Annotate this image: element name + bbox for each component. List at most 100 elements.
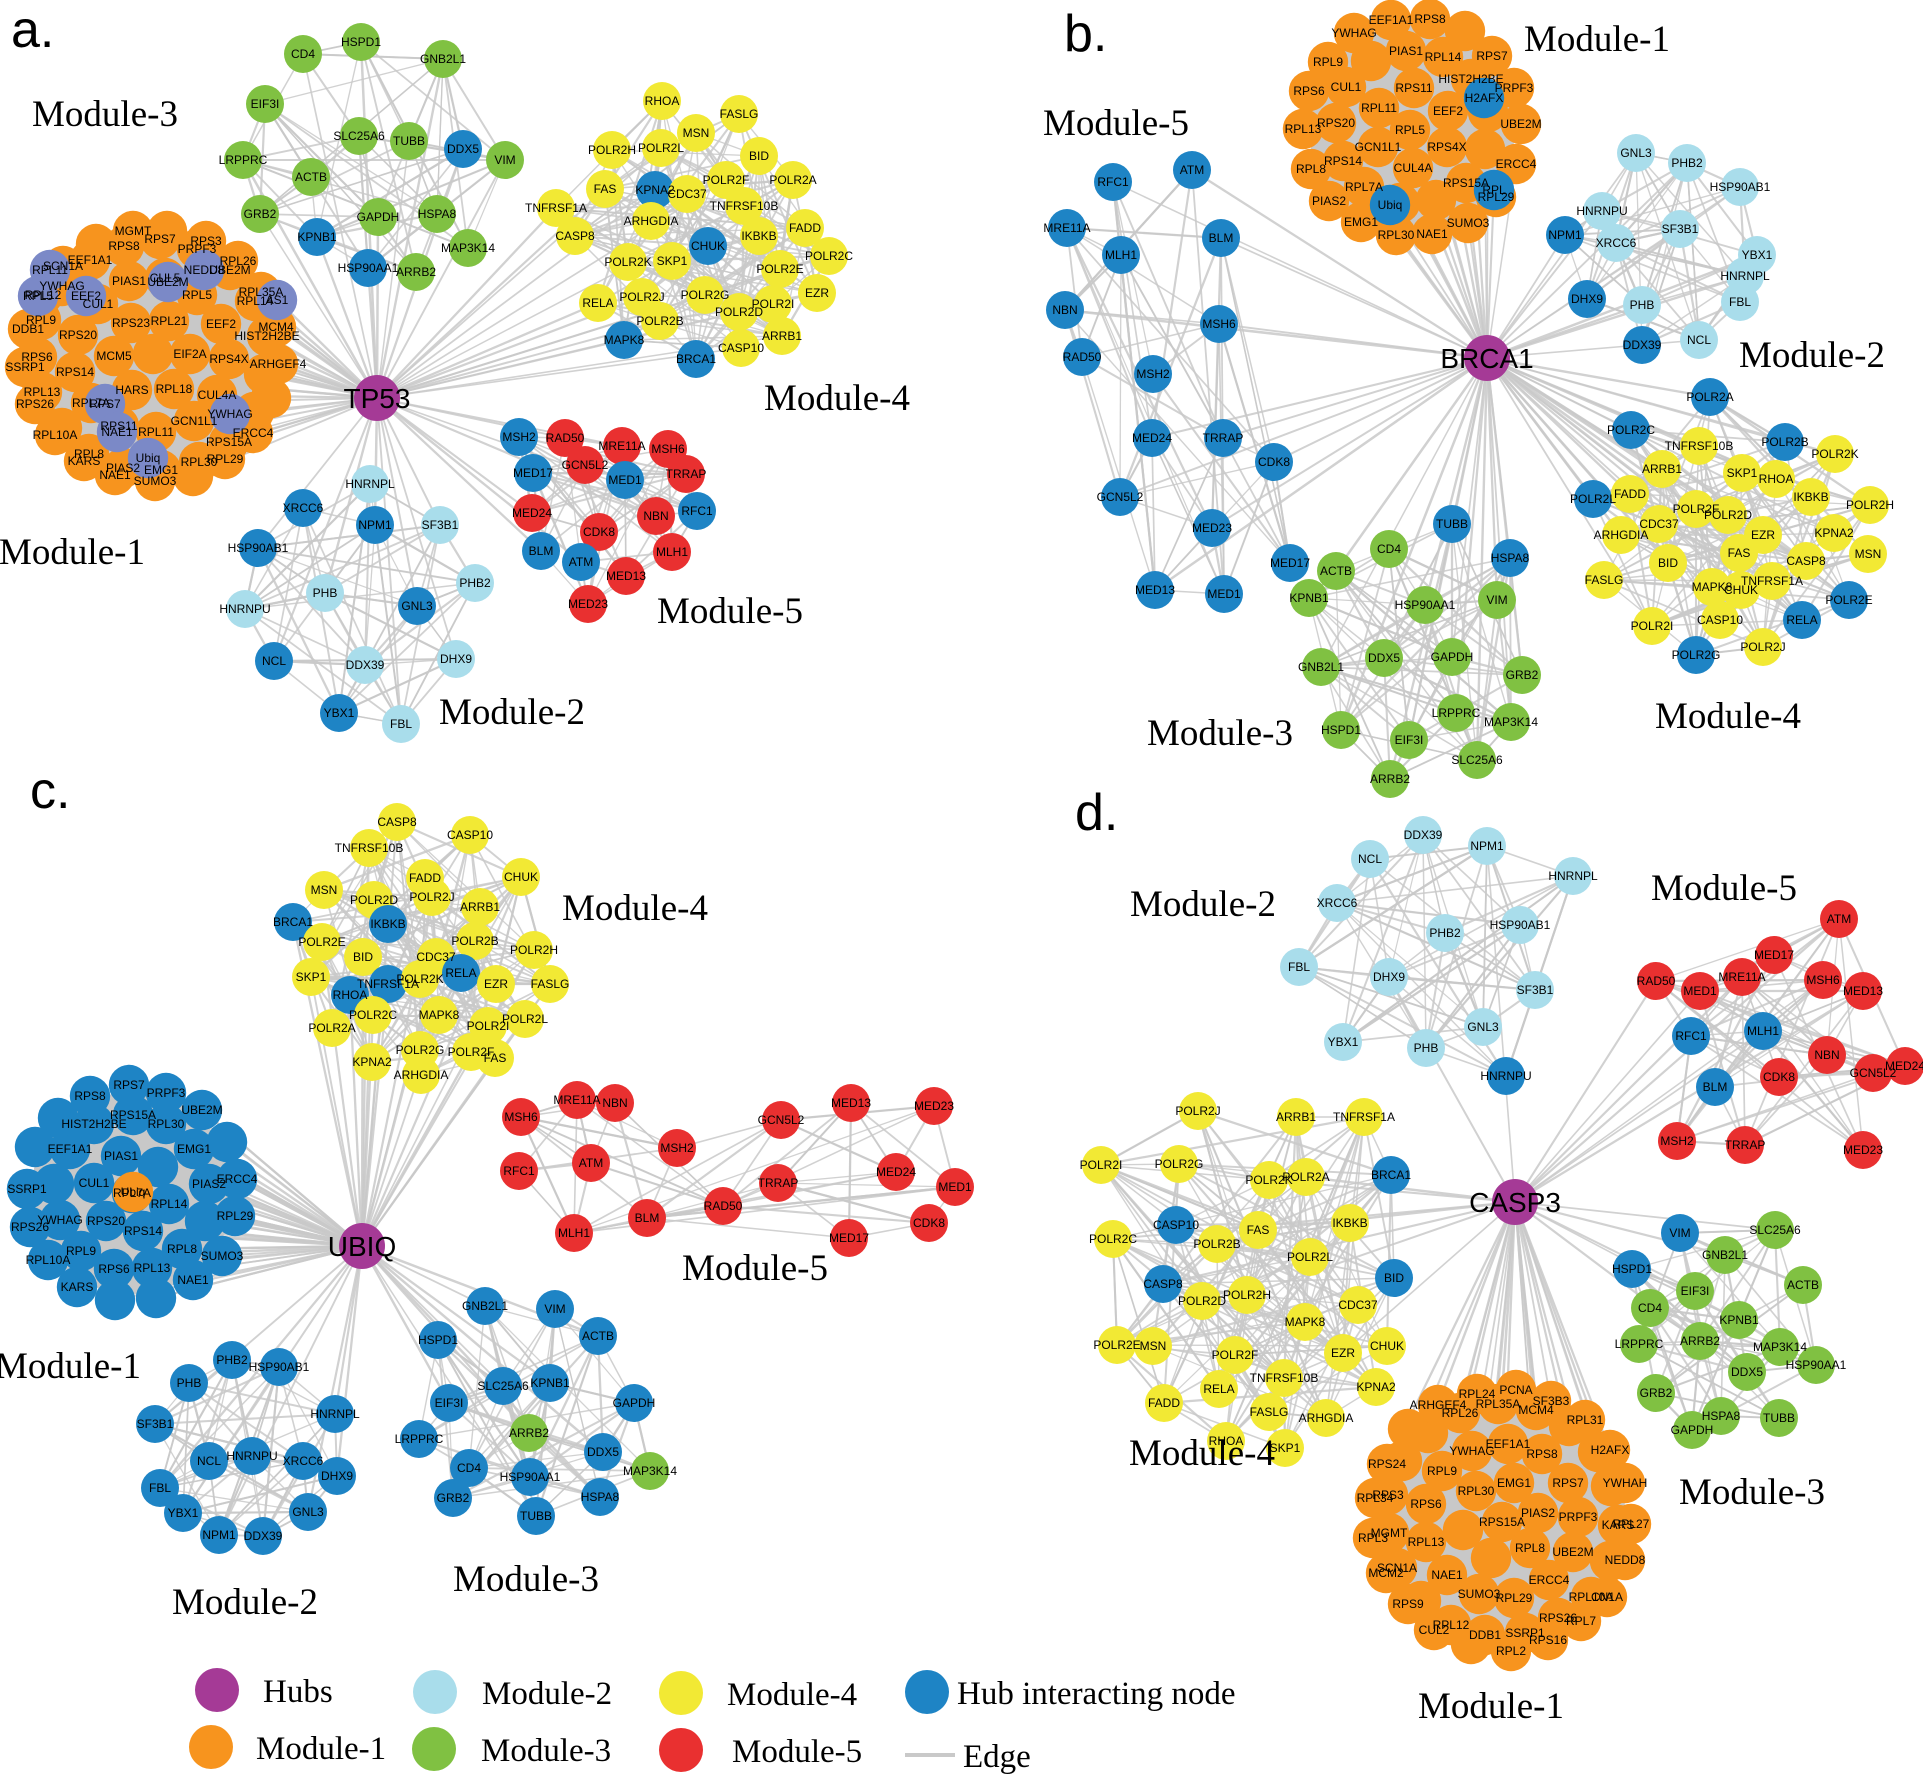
svg-text:PHB: PHB (1630, 298, 1655, 312)
svg-text:RAD50: RAD50 (546, 431, 585, 445)
svg-text:RHOA: RHOA (645, 94, 680, 108)
svg-text:EIF3I: EIF3I (1395, 733, 1424, 747)
svg-text:HSP90AA1: HSP90AA1 (338, 261, 399, 275)
svg-text:GCN5L2: GCN5L2 (1097, 490, 1144, 504)
svg-text:DHX9: DHX9 (321, 1469, 353, 1483)
svg-text:MED1: MED1 (1207, 587, 1241, 601)
svg-text:TRRAP: TRRAP (666, 467, 707, 481)
svg-text:GCN5L2: GCN5L2 (1850, 1066, 1897, 1080)
svg-text:CD4: CD4 (1638, 1301, 1662, 1315)
svg-text:RPL9: RPL9 (26, 313, 56, 327)
svg-text:TNFRSF10B: TNFRSF10B (710, 199, 779, 213)
svg-text:RPL7A: RPL7A (72, 396, 110, 410)
svg-text:UBIQ: UBIQ (328, 1231, 396, 1262)
svg-text:MAP3K14: MAP3K14 (1484, 715, 1538, 729)
svg-text:CDC37: CDC37 (416, 950, 456, 964)
svg-text:CASP10: CASP10 (1697, 613, 1743, 627)
svg-text:BRCA1: BRCA1 (1440, 343, 1533, 374)
svg-text:PHB2: PHB2 (459, 576, 491, 590)
svg-text:Module-3: Module-3 (1147, 713, 1293, 754)
svg-text:RPL13: RPL13 (1285, 122, 1322, 136)
svg-text:MED1: MED1 (608, 473, 642, 487)
svg-text:a.: a. (11, 1, 54, 59)
svg-text:RPS16: RPS16 (1529, 1633, 1567, 1647)
svg-text:ERCC4: ERCC4 (1529, 1573, 1570, 1587)
svg-text:MCM4: MCM4 (258, 320, 294, 334)
svg-text:KPNB1: KPNB1 (1719, 1313, 1759, 1327)
svg-text:CDK8: CDK8 (583, 525, 615, 539)
svg-text:NCL: NCL (197, 1454, 221, 1468)
svg-text:POLR2B: POLR2B (1193, 1237, 1240, 1251)
svg-text:RPS24: RPS24 (1368, 1457, 1406, 1471)
svg-text:CDK8: CDK8 (1763, 1070, 1795, 1084)
svg-text:HSPA8: HSPA8 (418, 207, 457, 221)
svg-text:EEF1A1: EEF1A1 (1486, 1437, 1531, 1451)
svg-text:d.: d. (1075, 784, 1118, 842)
svg-text:POLR2G: POLR2G (1672, 648, 1721, 662)
svg-text:EEF2: EEF2 (71, 289, 101, 303)
svg-text:RHOA: RHOA (1759, 472, 1794, 486)
svg-text:HSP90AB1: HSP90AB1 (228, 541, 289, 555)
svg-text:PIAS2: PIAS2 (192, 1177, 226, 1191)
svg-text:EEF2: EEF2 (206, 317, 236, 331)
svg-text:POLR2B: POLR2B (636, 314, 683, 328)
svg-text:ACTB: ACTB (1787, 1278, 1819, 1292)
svg-text:RPL12: RPL12 (25, 288, 62, 302)
svg-text:ARRB1: ARRB1 (1276, 1110, 1316, 1124)
svg-text:RPL13: RPL13 (134, 1261, 171, 1275)
svg-text:MCM4: MCM4 (1518, 1403, 1554, 1417)
svg-text:YWHAG: YWHAG (207, 407, 252, 421)
svg-text:MED23: MED23 (914, 1099, 954, 1113)
svg-text:Module-3: Module-3 (453, 1559, 599, 1600)
svg-text:GAPDH: GAPDH (613, 1396, 656, 1410)
svg-text:ACTB: ACTB (582, 1329, 614, 1343)
svg-text:TNFRSF10B: TNFRSF10B (1665, 439, 1734, 453)
svg-text:Module-2: Module-2 (1130, 884, 1276, 925)
svg-text:Module-5: Module-5 (682, 1248, 828, 1289)
svg-text:MSH6: MSH6 (1202, 317, 1236, 331)
svg-text:FBL: FBL (149, 1481, 171, 1495)
svg-text:KARS: KARS (1602, 1518, 1635, 1532)
svg-text:MSH6: MSH6 (651, 442, 685, 456)
svg-text:POLR2A: POLR2A (1282, 1170, 1329, 1184)
svg-text:RPL35A: RPL35A (1476, 1397, 1521, 1411)
svg-text:POLR2E: POLR2E (756, 262, 803, 276)
svg-text:GCN5L2: GCN5L2 (758, 1113, 805, 1127)
svg-text:POLR2C: POLR2C (1089, 1232, 1137, 1246)
svg-text:SSRP1: SSRP1 (5, 360, 45, 374)
svg-text:RPL10A: RPL10A (33, 428, 78, 442)
svg-text:UBE2M: UBE2M (1552, 1545, 1593, 1559)
svg-text:RPS20: RPS20 (59, 328, 97, 342)
svg-text:FASLG: FASLG (1585, 573, 1624, 587)
svg-text:HSPD1: HSPD1 (418, 1333, 458, 1347)
svg-text:RPS7: RPS7 (1476, 49, 1508, 63)
svg-text:Module-4: Module-4 (727, 1677, 857, 1713)
svg-text:RPS9: RPS9 (1392, 1597, 1424, 1611)
svg-text:PHB: PHB (313, 586, 338, 600)
svg-text:RPS14: RPS14 (1324, 154, 1362, 168)
svg-text:ACTB: ACTB (295, 170, 327, 184)
svg-text:TNFRSF1A: TNFRSF1A (525, 201, 587, 215)
svg-text:RAD50: RAD50 (704, 1199, 743, 1213)
svg-text:HSPA8: HSPA8 (1491, 551, 1530, 565)
svg-text:CUL5: CUL5 (150, 271, 181, 285)
svg-text:RPL5: RPL5 (23, 289, 53, 303)
svg-text:MSH6: MSH6 (1806, 973, 1840, 987)
svg-text:SF3B1: SF3B1 (1662, 222, 1699, 236)
svg-text:ARHGDIA: ARHGDIA (1594, 528, 1649, 542)
svg-text:RPS8: RPS8 (108, 239, 140, 253)
svg-text:SKP1: SKP1 (1270, 1441, 1301, 1455)
svg-text:BID: BID (749, 149, 769, 163)
svg-text:RPS6: RPS6 (1293, 84, 1325, 98)
svg-text:BRCA1: BRCA1 (1371, 1168, 1411, 1182)
svg-text:RPS15A: RPS15A (1479, 1515, 1525, 1529)
svg-text:ERCC4: ERCC4 (1496, 157, 1537, 171)
svg-text:TNFRSF1A: TNFRSF1A (357, 977, 419, 991)
svg-text:EMG1: EMG1 (177, 1142, 211, 1156)
svg-text:TNFRSF10B: TNFRSF10B (1250, 1371, 1319, 1385)
svg-text:PIAS1: PIAS1 (104, 1149, 138, 1163)
svg-text:HIST2H2BE: HIST2H2BE (1438, 72, 1503, 86)
svg-text:POLR2A: POLR2A (308, 1021, 355, 1035)
svg-text:ERCC4: ERCC4 (217, 1172, 258, 1186)
svg-text:XRCC6: XRCC6 (1596, 236, 1637, 250)
